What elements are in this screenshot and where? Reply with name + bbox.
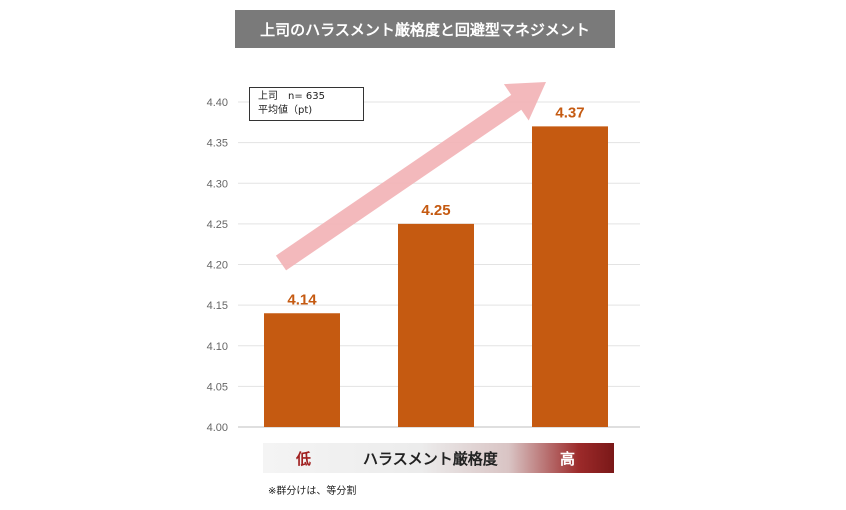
- bars: [264, 126, 608, 427]
- y-tick-label: 4.30: [207, 178, 228, 190]
- bar-value-label: 4.14: [287, 291, 317, 308]
- severity-axis-bar: 低 ハラスメント厳格度 高: [263, 443, 614, 473]
- legend-box: 上司 n= 635 平均値（pt): [249, 87, 364, 121]
- y-tick-label: 4.25: [207, 219, 228, 231]
- y-tick-label: 4.10: [207, 341, 228, 353]
- severity-low-label: 低: [296, 449, 312, 468]
- trend-arrow-shape: [275, 82, 546, 271]
- y-tick-label: 4.00: [207, 422, 228, 434]
- data-labels: 4.14 4.25 4.37: [287, 104, 584, 308]
- y-axis-ticks: 4.00 4.05 4.10 4.15 4.20 4.25 4.30 4.35 4.40: [207, 97, 228, 434]
- footnote: ※群分けは、等分割: [268, 486, 357, 497]
- bar: [264, 313, 340, 427]
- bar: [532, 126, 608, 427]
- legend-sample-size: 上司 n= 635: [258, 91, 325, 102]
- bar-value-label: 4.37: [555, 104, 584, 121]
- y-tick-label: 4.35: [207, 138, 228, 150]
- y-tick-label: 4.05: [207, 381, 228, 393]
- y-tick-label: 4.40: [207, 97, 228, 109]
- bar-value-label: 4.25: [421, 202, 450, 219]
- trend-arrow: [275, 82, 546, 271]
- severity-axis-title: ハラスメント厳格度: [363, 449, 498, 468]
- y-tick-label: 4.15: [207, 300, 228, 312]
- legend-measure: 平均値（pt): [258, 105, 313, 116]
- severity-high-label: 高: [560, 449, 576, 468]
- bar: [398, 223, 474, 427]
- chart-title: 上司のハラスメント厳格度と回避型マネジメント: [235, 10, 615, 48]
- y-tick-label: 4.20: [207, 260, 228, 272]
